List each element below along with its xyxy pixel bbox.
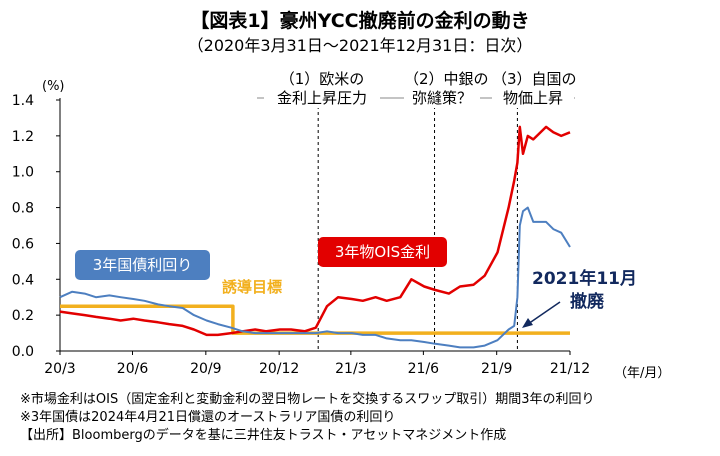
- chart-subtitle: （2020年3月31日～2021年12月31日：日次）: [187, 36, 533, 55]
- callout-arrow-head: [522, 318, 533, 328]
- x-tick-label: 20/9: [190, 361, 221, 377]
- series-line: [59, 206, 571, 349]
- annotation-line: 弥縫策？: [411, 89, 472, 107]
- x-tick-label: 21/12: [550, 361, 590, 377]
- annotation-line: 物価上昇: [502, 89, 563, 107]
- y-tick-label: 0.2: [12, 308, 34, 324]
- annotation-line: （3）自国の: [492, 70, 577, 88]
- callout-date: 2021年11月: [532, 269, 637, 289]
- x-tick-label: 20/3: [44, 361, 75, 377]
- x-tick-label: 21/3: [335, 361, 366, 377]
- series-line: [59, 125, 571, 337]
- annotation-domestic-inflation: （3）自国の 物価上昇: [492, 70, 577, 108]
- y-tick-label: 0.0: [12, 344, 34, 360]
- series-line: [60, 304, 570, 335]
- footnote-bond: ※3年国債は2024年4月21日償還のオーストラリア国債の利回り: [20, 410, 396, 425]
- legend-box-ois: 3年物OIS金利: [318, 237, 447, 267]
- legend-box-government-bond: 3年国債利回り: [75, 250, 210, 280]
- x-tick-label: 21/9: [481, 361, 512, 377]
- y-axis-unit: (%): [42, 79, 65, 94]
- x-tick-label: 21/6: [408, 361, 440, 377]
- annotation-central-bank: （2）中銀の 弥縫策？: [404, 70, 489, 108]
- callout-abolished: 撤廃: [570, 292, 604, 312]
- footnote-source: 【出所】Bloombergのデータを基に三井住友トラスト・アセットマネジメント作…: [20, 428, 507, 443]
- footnote-ois: ※市場金利はOIS（固定金利と変動金利の翌日物レートを交換するスワップ取引）期間…: [20, 392, 595, 407]
- annotation-line: （2）中銀の: [404, 70, 489, 88]
- y-tick-label: 1.4: [12, 93, 34, 109]
- annotation-western-rates: （1）欧米の 金利上昇圧力: [264, 70, 380, 108]
- legend-label-policy-target: 誘導目標: [222, 278, 283, 296]
- chart-title: 【図表1】豪州YCC撤廃前の金利の動き: [190, 10, 530, 32]
- y-tick-label: 1.2: [12, 129, 34, 145]
- y-tick-label: 1.0: [12, 165, 34, 181]
- y-tick-label: 0.8: [12, 201, 34, 217]
- x-axis-unit: （年/月）: [614, 366, 671, 381]
- y-tick-label: 0.4: [12, 272, 34, 288]
- callout-arrow-line: [527, 301, 561, 325]
- x-tick-label: 20/6: [117, 361, 149, 377]
- annotation-line: （1）欧米の: [279, 70, 365, 88]
- annotation-line: 金利上昇圧力: [276, 89, 367, 107]
- y-tick-label: 0.6: [12, 236, 34, 252]
- x-tick-label: 20/12: [259, 361, 299, 377]
